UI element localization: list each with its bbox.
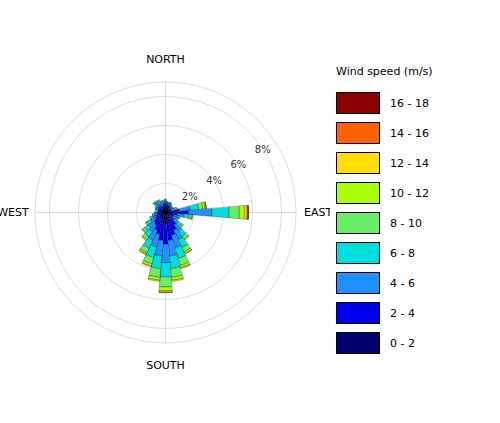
html-text:12 - 14: 12 - 14 (390, 156, 429, 170)
svg-text:6%: 6% (230, 159, 246, 170)
html-text:4 - 6: 4 - 6 (390, 276, 415, 290)
html-text:8 - 10: 8 - 10 (390, 216, 422, 230)
html-text:14 - 16: 14 - 16 (390, 126, 429, 140)
svg-text:SOUTH: SOUTH (146, 358, 185, 371)
html-text:0 - 2: 0 - 2 (390, 336, 415, 350)
svg-text:2%: 2% (182, 190, 198, 201)
html-text:2 - 4: 2 - 4 (390, 306, 415, 320)
svg-text:EAST: EAST (304, 206, 330, 219)
svg-text:WEST: WEST (0, 206, 29, 219)
svg-text:NORTH: NORTH (146, 53, 185, 66)
svg-text:8%: 8% (255, 143, 271, 154)
svg-text:4%: 4% (206, 175, 222, 186)
html-text:6 - 8: 6 - 8 (390, 246, 415, 260)
html-text:Wind speed (m/s): Wind speed (m/s) (336, 65, 433, 78)
html-text:16 - 18: 16 - 18 (390, 96, 429, 110)
html-text:10 - 12: 10 - 12 (390, 186, 429, 200)
